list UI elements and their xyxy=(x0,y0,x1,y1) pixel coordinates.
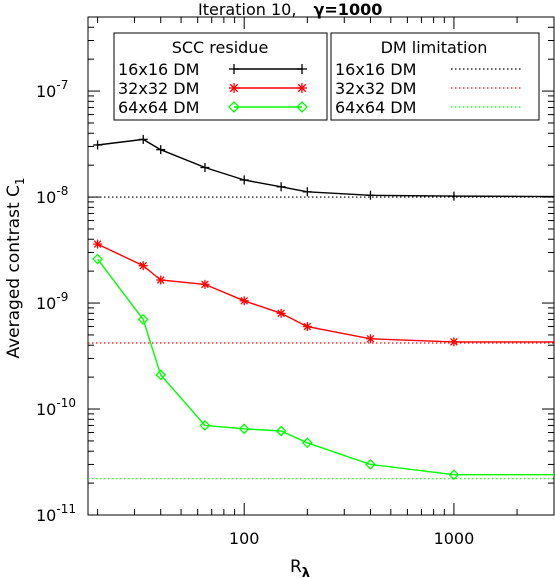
data-point-marker xyxy=(93,140,103,150)
data-point-marker xyxy=(200,279,210,289)
legend-left-marker xyxy=(229,64,239,74)
legend-left-label: 32x32 DM xyxy=(118,79,199,98)
legend-left-label: 16x16 DM xyxy=(118,60,199,79)
y-axis-label: Averaged contrast C1 xyxy=(4,177,27,358)
legend-right-title: DM limitation xyxy=(381,38,488,57)
data-point-marker xyxy=(302,187,312,197)
y-tick-label: 10-8 xyxy=(36,184,68,207)
data-point-marker xyxy=(448,469,460,481)
legend-left-title: SCC residue xyxy=(172,38,269,57)
data-point-marker xyxy=(239,175,249,185)
legend-left-marker xyxy=(297,64,307,74)
data-point-marker xyxy=(449,337,459,347)
series-lines xyxy=(97,138,555,476)
dm-limit-lines xyxy=(88,196,554,480)
data-point-marker xyxy=(275,425,287,437)
series-markers xyxy=(92,134,460,481)
data-point-marker xyxy=(365,459,376,470)
data-point-marker xyxy=(138,261,148,271)
data-point-marker xyxy=(276,308,286,318)
data-point-marker xyxy=(238,423,250,435)
legend-right-box xyxy=(330,32,540,121)
data-point-marker xyxy=(301,437,313,449)
x-axis-label: Rλ xyxy=(290,557,310,579)
data-point-marker xyxy=(138,134,148,144)
y-tick-label: 10-9 xyxy=(36,290,68,313)
series-line xyxy=(97,138,555,198)
chart-title: Iteration 10, γ=1000 xyxy=(198,0,382,19)
chart-title-gamma: γ=1000 xyxy=(314,0,383,19)
data-point-marker xyxy=(365,190,375,200)
data-point-marker xyxy=(302,322,312,332)
data-point-marker xyxy=(137,314,149,325)
y-tick-labels: 10-11 10-10 10-9 10-8 10-7 xyxy=(36,78,76,525)
y-tick-label: 10-10 xyxy=(36,396,76,419)
y-tick-label: 10-7 xyxy=(36,78,68,101)
x-tick-labels: 100 1000 xyxy=(229,529,474,548)
series-line xyxy=(97,243,554,343)
legend-right-label: 32x32 DM xyxy=(335,79,416,98)
x-tick-label: 1000 xyxy=(434,529,475,548)
data-point-marker xyxy=(156,275,166,285)
chart-title-main: Iteration 10, xyxy=(198,0,296,19)
data-point-marker xyxy=(155,369,167,381)
data-point-marker xyxy=(276,182,286,192)
x-tick-label: 100 xyxy=(229,529,260,548)
data-point-marker xyxy=(200,163,210,173)
legend-right-label: 64x64 DM xyxy=(335,98,416,117)
data-point-marker xyxy=(365,334,375,344)
plot-frame xyxy=(87,16,555,516)
data-point-marker xyxy=(156,145,166,155)
legend-left-marker xyxy=(229,83,239,93)
legend-left-marker xyxy=(228,101,240,113)
axis-ticks xyxy=(88,16,555,516)
data-point-marker xyxy=(449,191,459,201)
data-point-marker xyxy=(199,420,211,431)
data-point-marker xyxy=(93,239,103,249)
legend-left-box xyxy=(113,32,328,121)
legend-left-marker xyxy=(296,101,308,113)
series-line xyxy=(97,258,554,476)
data-point-marker xyxy=(239,296,249,306)
legend-left-label: 64x64 DM xyxy=(118,98,199,117)
legend-right-label: 16x16 DM xyxy=(335,60,416,79)
data-point-marker xyxy=(92,253,104,265)
legend-left-marker xyxy=(297,83,307,93)
y-tick-label: 10-11 xyxy=(36,502,76,525)
